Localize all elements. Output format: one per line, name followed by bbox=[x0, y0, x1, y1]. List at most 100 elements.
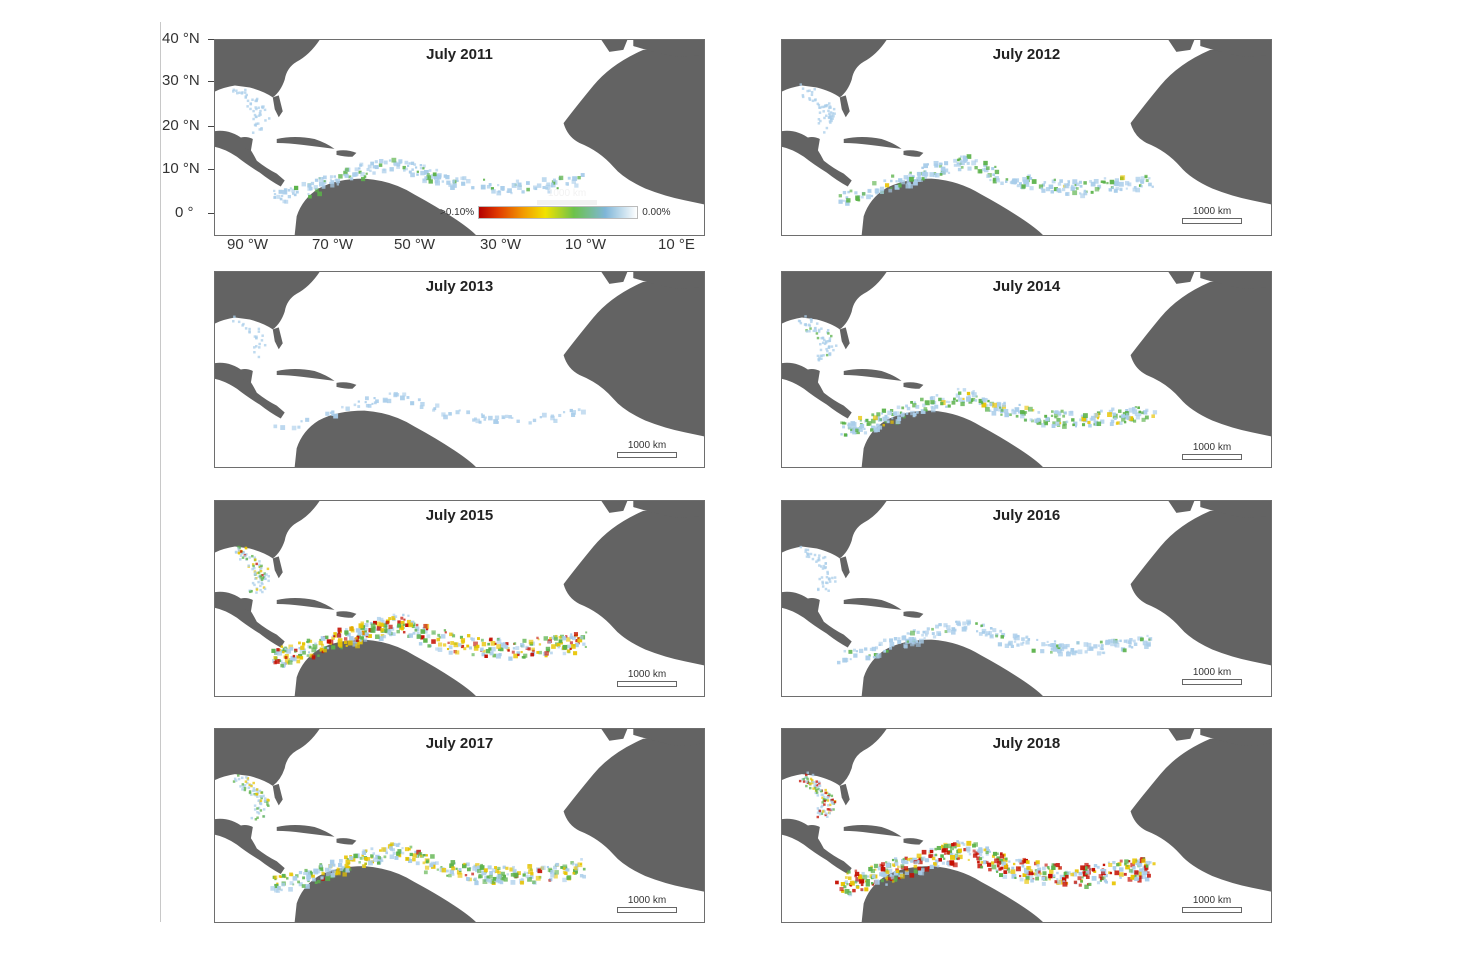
density-cell bbox=[267, 575, 270, 578]
density-cell bbox=[534, 187, 538, 191]
density-cell bbox=[294, 648, 298, 653]
density-cell bbox=[571, 176, 577, 181]
density-cell bbox=[1083, 189, 1086, 193]
density-cell bbox=[254, 124, 258, 127]
density-cell bbox=[924, 170, 927, 173]
density-cell bbox=[810, 779, 814, 782]
density-cell bbox=[400, 616, 404, 620]
density-cell bbox=[527, 647, 531, 651]
density-cell bbox=[241, 783, 245, 786]
density-cell bbox=[252, 789, 255, 793]
density-cell bbox=[1085, 875, 1090, 879]
density-cell bbox=[380, 859, 384, 863]
central-america-land bbox=[782, 130, 852, 187]
density-cell bbox=[878, 643, 881, 647]
density-cell bbox=[1099, 640, 1103, 644]
density-cell bbox=[846, 198, 851, 203]
density-cell bbox=[363, 175, 367, 178]
density-cell bbox=[243, 786, 247, 790]
density-cell bbox=[476, 644, 480, 649]
density-cell bbox=[357, 632, 361, 636]
density-cell bbox=[1001, 861, 1006, 866]
density-cell bbox=[552, 181, 556, 185]
density-cell bbox=[834, 344, 838, 347]
density-cell bbox=[1055, 863, 1060, 868]
density-cell bbox=[828, 112, 831, 115]
density-cell bbox=[1137, 406, 1140, 409]
density-cell bbox=[948, 400, 951, 404]
density-cell bbox=[1026, 175, 1030, 179]
density-cell bbox=[1102, 863, 1106, 867]
density-cell bbox=[997, 642, 1003, 647]
density-cell bbox=[816, 102, 820, 106]
iberia-land bbox=[601, 501, 628, 513]
density-cell bbox=[337, 638, 343, 643]
density-cell bbox=[876, 423, 881, 429]
density-cell bbox=[1030, 878, 1034, 883]
density-cell bbox=[884, 420, 888, 424]
scale-bar-label: 1000 km bbox=[627, 669, 667, 680]
density-cell bbox=[301, 181, 307, 187]
legend-color-ramp bbox=[478, 206, 639, 219]
density-cell bbox=[549, 877, 553, 882]
density-cell bbox=[279, 875, 283, 879]
density-cell bbox=[906, 640, 909, 643]
density-cell bbox=[237, 777, 241, 781]
density-cell bbox=[246, 781, 249, 785]
density-cell bbox=[1063, 183, 1069, 188]
density-cell bbox=[980, 861, 984, 864]
density-cell bbox=[480, 413, 484, 416]
density-cell bbox=[838, 194, 842, 198]
florida-land bbox=[272, 556, 283, 579]
density-cell bbox=[832, 115, 835, 118]
density-cell bbox=[262, 808, 266, 811]
density-cell bbox=[482, 185, 485, 188]
density-cell bbox=[1051, 863, 1055, 867]
density-cell bbox=[823, 131, 826, 134]
density-cell bbox=[912, 857, 917, 863]
density-cell bbox=[265, 573, 268, 576]
density-cell bbox=[395, 843, 400, 847]
density-cell bbox=[1145, 179, 1149, 183]
density-cell bbox=[815, 322, 819, 325]
density-cell bbox=[910, 641, 915, 647]
density-cell bbox=[816, 336, 820, 340]
density-cell bbox=[329, 181, 332, 185]
density-cell bbox=[1052, 647, 1058, 652]
density-cell bbox=[817, 787, 820, 791]
density-cell bbox=[280, 660, 283, 663]
yucatan-land bbox=[803, 825, 820, 839]
density-cell bbox=[423, 638, 428, 643]
density-cell bbox=[1058, 651, 1063, 657]
density-cell bbox=[830, 808, 833, 811]
density-cell bbox=[236, 91, 239, 95]
density-cell bbox=[1010, 869, 1016, 874]
density-cell bbox=[446, 647, 450, 651]
density-cell bbox=[1148, 638, 1151, 641]
density-cell bbox=[474, 880, 479, 886]
density-cell bbox=[1099, 409, 1103, 413]
density-cell bbox=[501, 188, 505, 191]
density-cell bbox=[1073, 421, 1078, 426]
density-cell bbox=[466, 178, 471, 184]
density-cell bbox=[299, 648, 305, 654]
density-cell bbox=[827, 345, 831, 349]
density-cell bbox=[820, 354, 824, 358]
panel-title: July 2012 bbox=[992, 46, 1061, 63]
density-cell bbox=[558, 635, 562, 639]
density-cell bbox=[951, 627, 956, 631]
density-cell bbox=[388, 392, 392, 395]
density-cell bbox=[248, 791, 252, 795]
density-cell bbox=[1066, 650, 1070, 654]
density-cell bbox=[344, 855, 348, 860]
density-cell bbox=[899, 873, 905, 879]
density-cell bbox=[441, 867, 447, 873]
density-cell bbox=[300, 645, 305, 650]
greenland-land bbox=[633, 501, 704, 518]
density-cell bbox=[388, 617, 392, 621]
density-cell bbox=[408, 633, 413, 638]
density-cell bbox=[906, 406, 911, 411]
density-cell bbox=[974, 159, 978, 163]
scale-bar-line bbox=[617, 907, 677, 913]
density-cell bbox=[889, 874, 895, 880]
